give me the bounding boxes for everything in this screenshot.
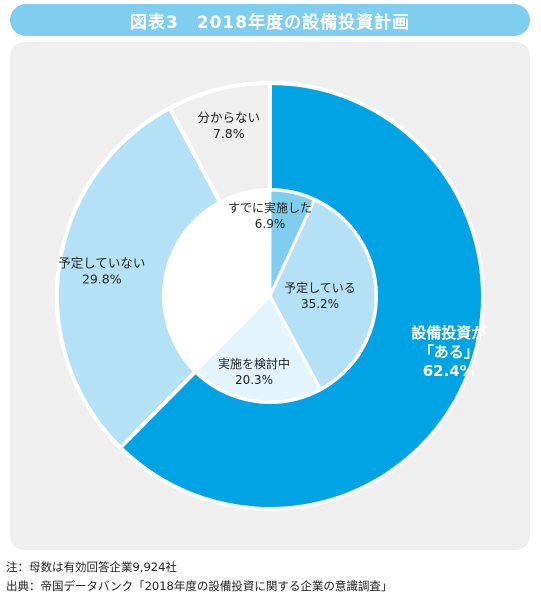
inner-label-3: 実施を検討中 bbox=[218, 356, 290, 371]
inner-label-2: 予定している bbox=[284, 280, 356, 295]
outer-value-2: 29.8% bbox=[82, 272, 122, 287]
outer-value-1: 62.4% bbox=[423, 362, 475, 380]
chart-title: 図表3 2018年度の設備投資計画 bbox=[129, 12, 411, 33]
outer-value-3: 7.8% bbox=[213, 126, 245, 141]
inner-value-1: 6.9% bbox=[255, 217, 286, 231]
inner-value-2: 35.2% bbox=[301, 297, 339, 311]
inner-slice-3 bbox=[193, 293, 323, 404]
outer-label-3: 分からない bbox=[198, 110, 261, 125]
outer-label-1: 「ある」 bbox=[419, 343, 479, 361]
outer-label-1: 設備投資が bbox=[411, 324, 487, 342]
source-text: 出典：帝国データバンク「2018年度の設備投資に関する企業の意識調査」 bbox=[6, 579, 393, 593]
inner-label-1: すでに実施した bbox=[228, 200, 312, 215]
footnotes: 注：母数は有効回答企業9,924社 出典：帝国データバンク「2018年度の設備投… bbox=[6, 558, 392, 596]
outer-label-2: 予定していない bbox=[58, 256, 145, 271]
inner-value-3: 20.3% bbox=[235, 373, 273, 387]
note-text: 注：母数は有効回答企業9,924社 bbox=[6, 560, 177, 574]
chart-title-bar: 図表3 2018年度の設備投資計画 bbox=[10, 4, 530, 36]
